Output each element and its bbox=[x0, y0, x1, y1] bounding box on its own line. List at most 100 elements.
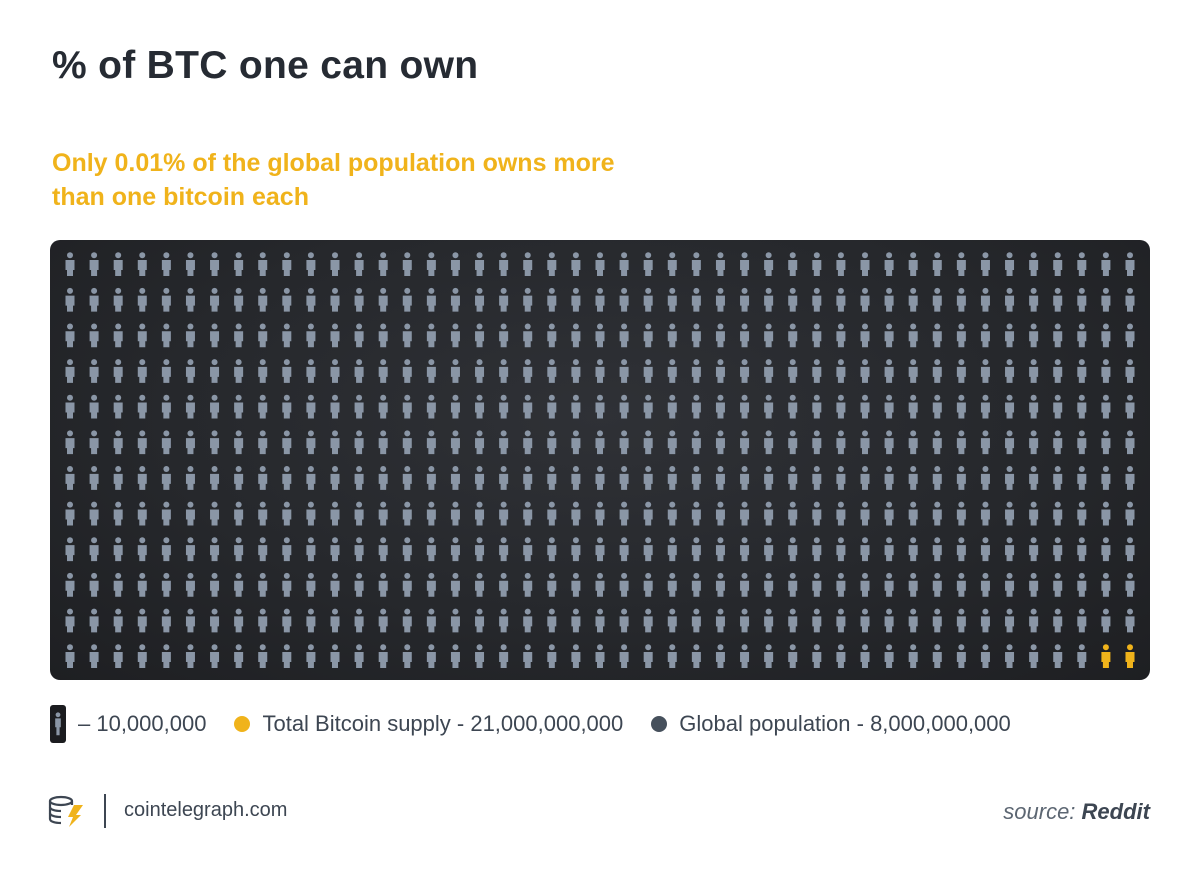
person-icon bbox=[113, 252, 123, 276]
person-icon bbox=[402, 394, 412, 419]
person-icon bbox=[1077, 359, 1087, 383]
person-icon bbox=[884, 572, 894, 597]
person-icon bbox=[812, 537, 822, 562]
pictogram-panel bbox=[50, 240, 1150, 680]
person-icon bbox=[89, 537, 99, 562]
person-icon bbox=[354, 287, 364, 312]
person-icon bbox=[234, 501, 244, 526]
person-icon bbox=[812, 466, 822, 490]
person-icon bbox=[402, 572, 412, 597]
person-icon bbox=[65, 501, 75, 526]
person-icon bbox=[619, 287, 629, 312]
person-icon bbox=[1077, 608, 1087, 633]
person-icon bbox=[234, 359, 244, 383]
person-icon bbox=[908, 644, 918, 668]
person-icon bbox=[764, 501, 774, 526]
person-icon bbox=[980, 537, 990, 562]
person-icon bbox=[691, 430, 701, 455]
person-icon bbox=[210, 287, 220, 312]
person-icon bbox=[740, 537, 750, 562]
person-icon bbox=[764, 466, 774, 490]
person-icon bbox=[450, 466, 460, 490]
person-icon bbox=[50, 705, 66, 743]
person-icon bbox=[306, 394, 316, 419]
person-icon bbox=[667, 430, 677, 455]
person-icon bbox=[1077, 466, 1087, 490]
person-icon bbox=[547, 572, 557, 597]
person-icon bbox=[378, 323, 388, 348]
person-icon bbox=[282, 359, 292, 383]
person-icon bbox=[932, 501, 942, 526]
person-icon bbox=[1053, 644, 1063, 668]
person-icon bbox=[65, 394, 75, 419]
person-icon bbox=[980, 252, 990, 276]
person-icon bbox=[619, 572, 629, 597]
person-icon bbox=[1005, 287, 1015, 312]
person-icon bbox=[836, 608, 846, 633]
person-icon bbox=[499, 252, 509, 276]
person-icon bbox=[956, 359, 966, 383]
person-icon bbox=[306, 430, 316, 455]
person-icon bbox=[1053, 466, 1063, 490]
person-icon bbox=[426, 572, 436, 597]
person-icon bbox=[860, 608, 870, 633]
person-icon bbox=[258, 644, 268, 668]
person-icon bbox=[89, 430, 99, 455]
person-icon bbox=[643, 466, 653, 490]
person-icon bbox=[450, 323, 460, 348]
person-icon bbox=[234, 323, 244, 348]
person-icon bbox=[619, 252, 629, 276]
person-icon bbox=[956, 501, 966, 526]
person-icon bbox=[812, 287, 822, 312]
person-icon bbox=[884, 501, 894, 526]
person-icon bbox=[499, 572, 509, 597]
person-icon bbox=[475, 608, 485, 633]
person-icon bbox=[499, 430, 509, 455]
person-icon bbox=[619, 608, 629, 633]
person-icon bbox=[330, 287, 340, 312]
person-icon bbox=[450, 287, 460, 312]
person-icon bbox=[89, 323, 99, 348]
person-icon bbox=[715, 323, 725, 348]
person-icon bbox=[619, 501, 629, 526]
person-icon bbox=[1053, 287, 1063, 312]
person-icon bbox=[547, 608, 557, 633]
person-icon bbox=[234, 287, 244, 312]
person-icon bbox=[354, 572, 364, 597]
person-icon bbox=[595, 394, 605, 419]
footer-source: source: Reddit bbox=[1003, 799, 1150, 825]
person-icon bbox=[667, 359, 677, 383]
person-icon bbox=[306, 572, 316, 597]
person-icon bbox=[643, 430, 653, 455]
person-icon bbox=[426, 394, 436, 419]
person-icon bbox=[523, 323, 533, 348]
person-icon bbox=[1053, 572, 1063, 597]
footer-site-link[interactable]: cointelegraph.com bbox=[124, 799, 288, 821]
person-icon bbox=[354, 394, 364, 419]
person-icon bbox=[65, 466, 75, 490]
person-icon bbox=[185, 537, 195, 562]
person-icon bbox=[956, 430, 966, 455]
person-icon bbox=[499, 501, 509, 526]
person-icon bbox=[234, 394, 244, 419]
person-icon bbox=[956, 644, 966, 668]
person-icon bbox=[812, 572, 822, 597]
person-icon bbox=[956, 537, 966, 562]
person-icon bbox=[932, 323, 942, 348]
person-icon bbox=[860, 252, 870, 276]
person-icon bbox=[65, 359, 75, 383]
person-icon bbox=[980, 430, 990, 455]
person-icon bbox=[523, 252, 533, 276]
person-icon bbox=[932, 537, 942, 562]
person-icon bbox=[402, 537, 412, 562]
person-icon bbox=[210, 323, 220, 348]
person-icon bbox=[740, 430, 750, 455]
person-icon bbox=[1101, 287, 1111, 312]
person-icon bbox=[643, 394, 653, 419]
legend-btc-label: Total Bitcoin supply - 21,000,000,000 bbox=[262, 711, 624, 736]
person-icon bbox=[860, 323, 870, 348]
person-icon bbox=[210, 252, 220, 276]
person-icon bbox=[475, 323, 485, 348]
person-icon bbox=[450, 608, 460, 633]
person-icon bbox=[402, 644, 412, 668]
